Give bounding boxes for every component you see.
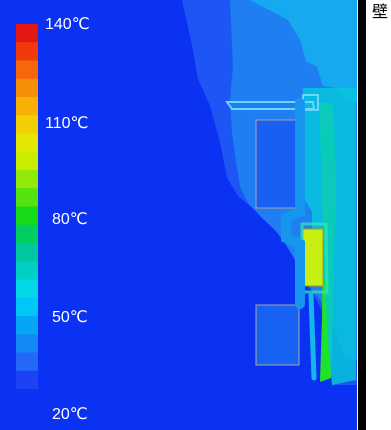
legend-color-segment: [16, 24, 38, 43]
legend-color-segment: [16, 316, 38, 335]
legend-color-segment: [16, 243, 38, 262]
legend-color-segment: [16, 115, 38, 134]
legend-label-140: 140℃: [45, 16, 90, 33]
legend-label-50: 50℃: [52, 309, 88, 326]
legend-label-20: 20℃: [52, 406, 88, 423]
legend-label-110: 110℃: [45, 115, 89, 132]
upper-cyan-region: [250, 0, 357, 102]
wall-line: [358, 0, 366, 430]
legend-color-segment: [16, 334, 38, 353]
legend-color-segment: [16, 297, 38, 317]
legend-color-segment: [16, 170, 38, 189]
legend-label-80: 80℃: [52, 211, 88, 228]
temperature-field: [0, 0, 357, 430]
legend-color-segment: [16, 133, 38, 153]
legend-color-segment: [16, 206, 38, 226]
legend-color-segment: [16, 151, 38, 171]
legend-color-segment: [16, 78, 38, 98]
wall-label: 壁: [372, 4, 389, 21]
legend-color-segment: [16, 97, 38, 116]
lower-box-outline: [255, 304, 300, 366]
upper-box-outline: [255, 119, 300, 209]
legend-color-segment: [16, 60, 38, 80]
legend-color-segment: [16, 370, 38, 389]
legend-color-segment: [16, 224, 38, 244]
legend-color-segment: [16, 188, 38, 207]
lower-channel: [308, 292, 317, 381]
legend-color-segment: [16, 42, 38, 61]
temperature-legend-bar: [16, 24, 38, 389]
legend-color-segment: [16, 352, 38, 372]
upper-channel: [281, 98, 305, 309]
legend-color-segment: [16, 261, 38, 280]
hot-element: [302, 228, 324, 287]
legend-color-segment: [16, 279, 38, 299]
